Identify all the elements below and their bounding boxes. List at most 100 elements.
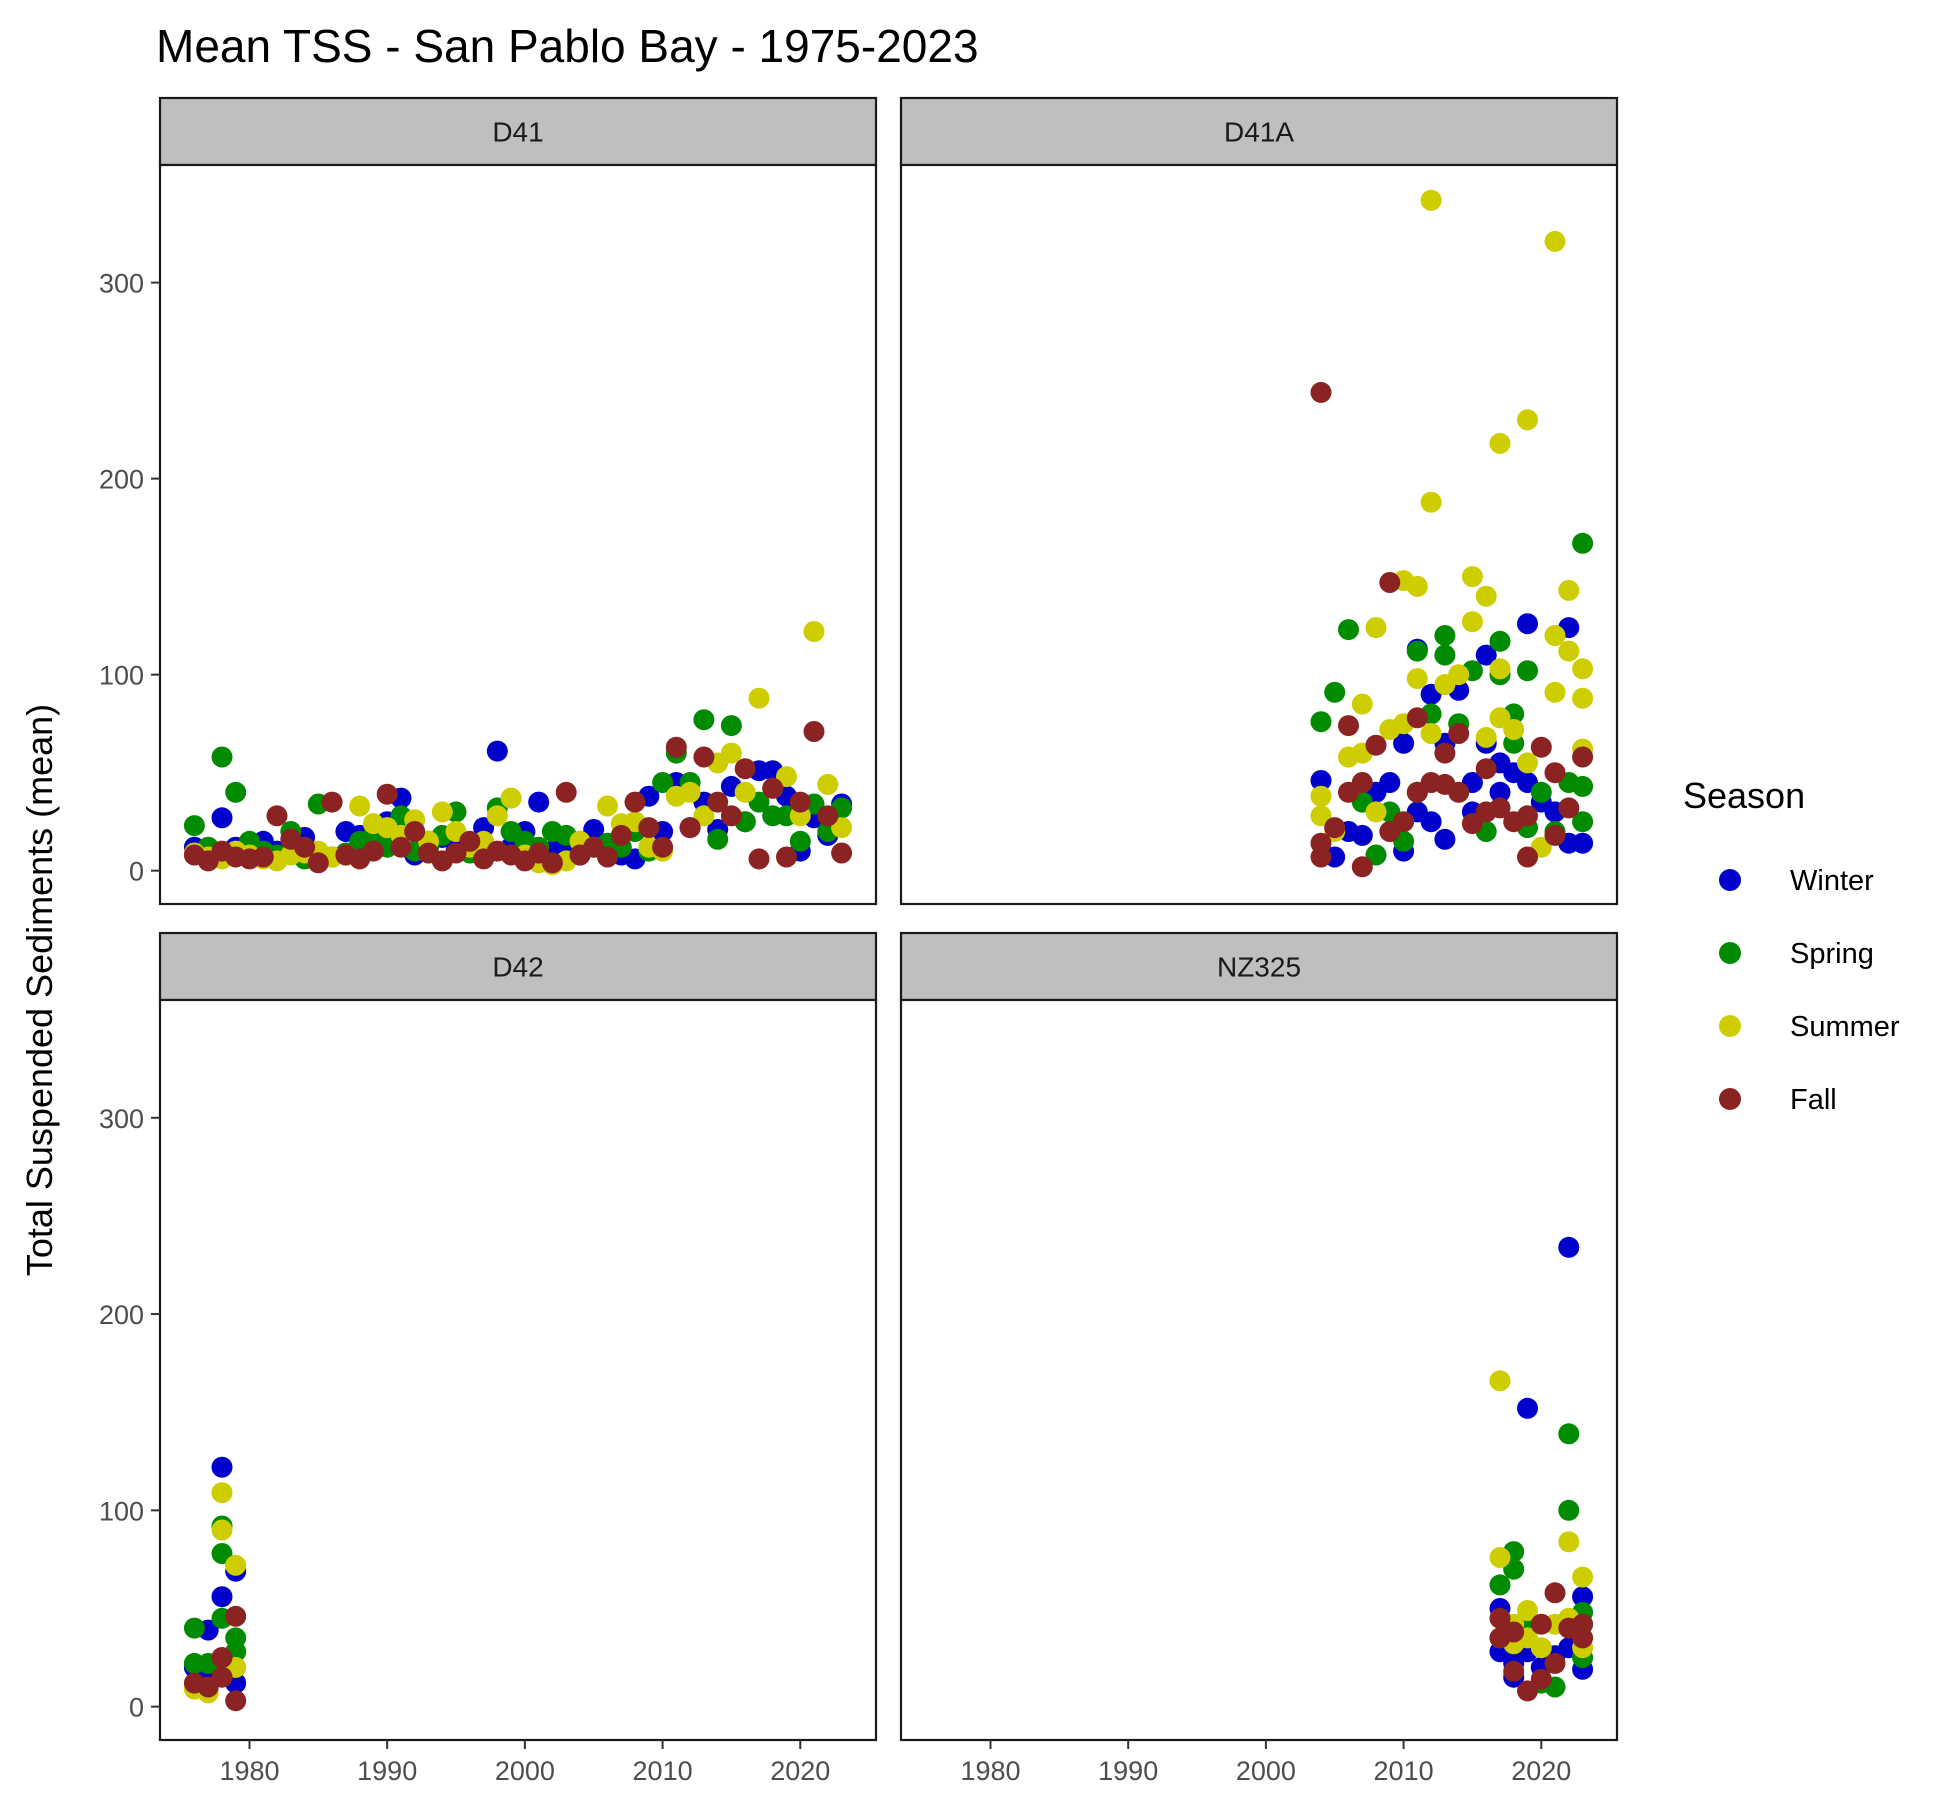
point-winter bbox=[1558, 1236, 1580, 1258]
point-fall bbox=[776, 846, 797, 868]
point-fall bbox=[1517, 1680, 1538, 1702]
point-fall bbox=[597, 846, 618, 868]
x-tick-label: 2010 bbox=[633, 1756, 693, 1786]
point-winter bbox=[1517, 1397, 1538, 1419]
point-winter bbox=[1310, 770, 1332, 791]
point-summer bbox=[1420, 189, 1442, 211]
legend-key-spring bbox=[1719, 942, 1741, 964]
point-fall bbox=[1544, 1652, 1566, 1674]
point-fall bbox=[1310, 832, 1332, 854]
point-summer bbox=[1530, 1637, 1552, 1659]
point-summer bbox=[211, 1519, 233, 1541]
point-summer bbox=[1461, 611, 1483, 633]
point-summer bbox=[1310, 805, 1332, 827]
point-fall bbox=[1434, 742, 1456, 764]
point-summer bbox=[1517, 409, 1538, 431]
facet-label-d41a: D41A bbox=[1224, 117, 1294, 148]
point-fall bbox=[1530, 736, 1552, 758]
y-tick-label: 100 bbox=[99, 661, 144, 691]
point-summer bbox=[1475, 585, 1497, 607]
point-fall bbox=[762, 777, 784, 799]
point-fall bbox=[445, 842, 467, 864]
point-fall bbox=[1503, 1660, 1525, 1682]
point-fall bbox=[720, 805, 742, 827]
point-fall bbox=[748, 848, 770, 870]
x-tick-label: 1990 bbox=[1098, 1756, 1158, 1786]
facet-panels: D41 0 100 200 300 D41A D42 0 100 200 300 1980 1990 20… bbox=[99, 96, 1619, 1786]
point-fall bbox=[266, 805, 288, 827]
point-summer bbox=[431, 801, 453, 823]
point-fall bbox=[541, 852, 563, 874]
point-winter bbox=[1420, 811, 1442, 833]
point-fall bbox=[376, 783, 398, 805]
plot-area-d42 bbox=[160, 1000, 876, 1740]
y-tick-label: 0 bbox=[129, 1693, 144, 1723]
point-summer bbox=[1420, 491, 1442, 513]
x-tick-label: 2010 bbox=[1374, 1756, 1434, 1786]
point-spring bbox=[1338, 619, 1359, 641]
point-fall bbox=[307, 852, 329, 874]
facet-strip-d42 bbox=[158, 931, 878, 1002]
point-spring bbox=[1530, 781, 1552, 803]
point-fall bbox=[390, 836, 412, 858]
point-fall bbox=[1572, 746, 1594, 768]
point-summer bbox=[1406, 668, 1428, 690]
point-summer bbox=[225, 1554, 247, 1576]
point-summer bbox=[1365, 617, 1387, 639]
point-fall bbox=[610, 824, 632, 846]
point-fall bbox=[252, 846, 274, 868]
point-fall bbox=[1503, 1621, 1525, 1643]
point-summer bbox=[1558, 1531, 1580, 1553]
point-fall bbox=[555, 781, 577, 803]
point-spring bbox=[1489, 1574, 1511, 1596]
point-winter bbox=[1393, 732, 1415, 754]
point-fall bbox=[211, 1666, 233, 1688]
point-summer bbox=[803, 621, 825, 642]
point-winter bbox=[583, 819, 605, 840]
point-winter bbox=[1434, 828, 1456, 850]
point-fall bbox=[1379, 572, 1401, 593]
point-winter bbox=[486, 740, 508, 762]
point-fall bbox=[1365, 734, 1387, 756]
point-winter bbox=[1572, 832, 1594, 854]
point-winter bbox=[528, 791, 550, 813]
point-fall bbox=[831, 842, 853, 864]
point-spring bbox=[183, 1617, 205, 1639]
facet-strip-d41 bbox=[158, 96, 878, 167]
point-fall bbox=[1489, 797, 1511, 819]
point-spring bbox=[1503, 1558, 1525, 1580]
point-summer bbox=[1448, 664, 1470, 686]
point-fall bbox=[734, 758, 756, 780]
point-winter bbox=[1475, 644, 1497, 666]
point-fall bbox=[665, 736, 687, 758]
point-summer bbox=[1558, 640, 1580, 662]
panel-border-d41a bbox=[899, 163, 1619, 906]
y-tick-label: 300 bbox=[99, 1104, 144, 1134]
point-fall bbox=[404, 821, 426, 842]
point-fall bbox=[1544, 1582, 1566, 1604]
point-fall bbox=[1448, 781, 1470, 803]
point-fall bbox=[211, 1647, 233, 1669]
point-summer bbox=[1544, 230, 1566, 252]
point-summer bbox=[679, 781, 701, 803]
point-fall bbox=[1489, 1607, 1511, 1629]
point-summer bbox=[1517, 1600, 1538, 1621]
point-winter bbox=[211, 807, 233, 829]
point-fall bbox=[362, 840, 384, 862]
point-fall bbox=[225, 1605, 247, 1627]
point-spring bbox=[1572, 811, 1594, 833]
point-spring bbox=[652, 772, 674, 793]
point-fall bbox=[459, 830, 481, 852]
point-fall bbox=[1448, 723, 1470, 744]
y-tick-label: 200 bbox=[99, 1300, 144, 1330]
point-fall bbox=[789, 791, 811, 813]
point-fall bbox=[1572, 1627, 1594, 1649]
legend: Season Winter Spring Summer Fall bbox=[1683, 775, 1900, 1116]
point-summer bbox=[1544, 681, 1566, 703]
point-summer bbox=[1489, 432, 1511, 454]
point-fall bbox=[817, 805, 839, 827]
x-tick-label: 2000 bbox=[495, 1756, 555, 1786]
point-summer bbox=[1503, 719, 1525, 740]
x-tick-label: 2020 bbox=[1511, 1756, 1571, 1786]
point-summer bbox=[776, 766, 797, 788]
